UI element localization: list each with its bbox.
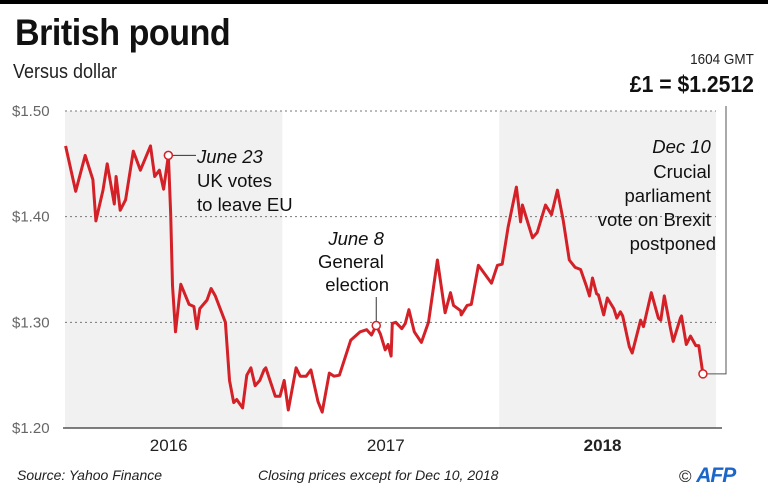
annotation-election-date: June 8 [327, 228, 384, 249]
x-tick-label: 2016 [150, 436, 188, 455]
y-tick-label: $1.30 [12, 314, 50, 331]
timestamp: 1604 GMT [690, 51, 754, 68]
y-tick-label: $1.50 [12, 103, 50, 120]
chart-title: British pound [15, 12, 231, 53]
year-band-2018 [499, 111, 716, 428]
annotation-brexit-line: UK votes [197, 170, 272, 191]
x-tick-label: 2017 [367, 436, 405, 455]
annotation-election: June 8 General election [318, 228, 389, 295]
source-note: Source: Yahoo Finance [17, 467, 163, 483]
annotation-vote-date: Dec 10 [652, 136, 711, 157]
annotation-vote-line: Crucial [653, 161, 711, 182]
chart-subtitle: Versus dollar [13, 61, 118, 83]
annotation-election-line: election [325, 274, 389, 295]
current-rate: £1 = $1.2512 [629, 71, 754, 97]
annotation-vote-line: parliament [624, 185, 710, 206]
gbp-usd-line [64, 144, 705, 414]
closing-prices-note: Closing prices except for Dec 10, 2018 [258, 467, 499, 483]
afp-logo-text: AFP [696, 464, 736, 487]
top-rule [0, 0, 768, 4]
afp-logo: © AFP [679, 464, 736, 488]
vote-marker [698, 369, 708, 379]
annotation-brexit: June 23 UK votes to leave EU [196, 146, 293, 215]
annotation-vote-line: vote on Brexit [598, 209, 711, 230]
annotation-election-line: General [318, 251, 384, 272]
annotation-brexit-line: to leave EU [197, 194, 293, 215]
annotation-brexit-date: June 23 [196, 146, 264, 167]
x-tick-label: 2018 [584, 436, 622, 455]
copyright-symbol: © [679, 467, 692, 486]
annotation-vote-postponed: Dec 10 Crucial parliament vote on Brexit… [598, 136, 716, 254]
annotation-vote-line: postponed [630, 233, 716, 254]
election-marker [371, 320, 381, 331]
y-tick-label: $1.20 [12, 420, 50, 437]
vote-leader-line [706, 106, 727, 375]
y-tick-label: $1.40 [12, 209, 50, 226]
brexit-marker [163, 150, 174, 161]
